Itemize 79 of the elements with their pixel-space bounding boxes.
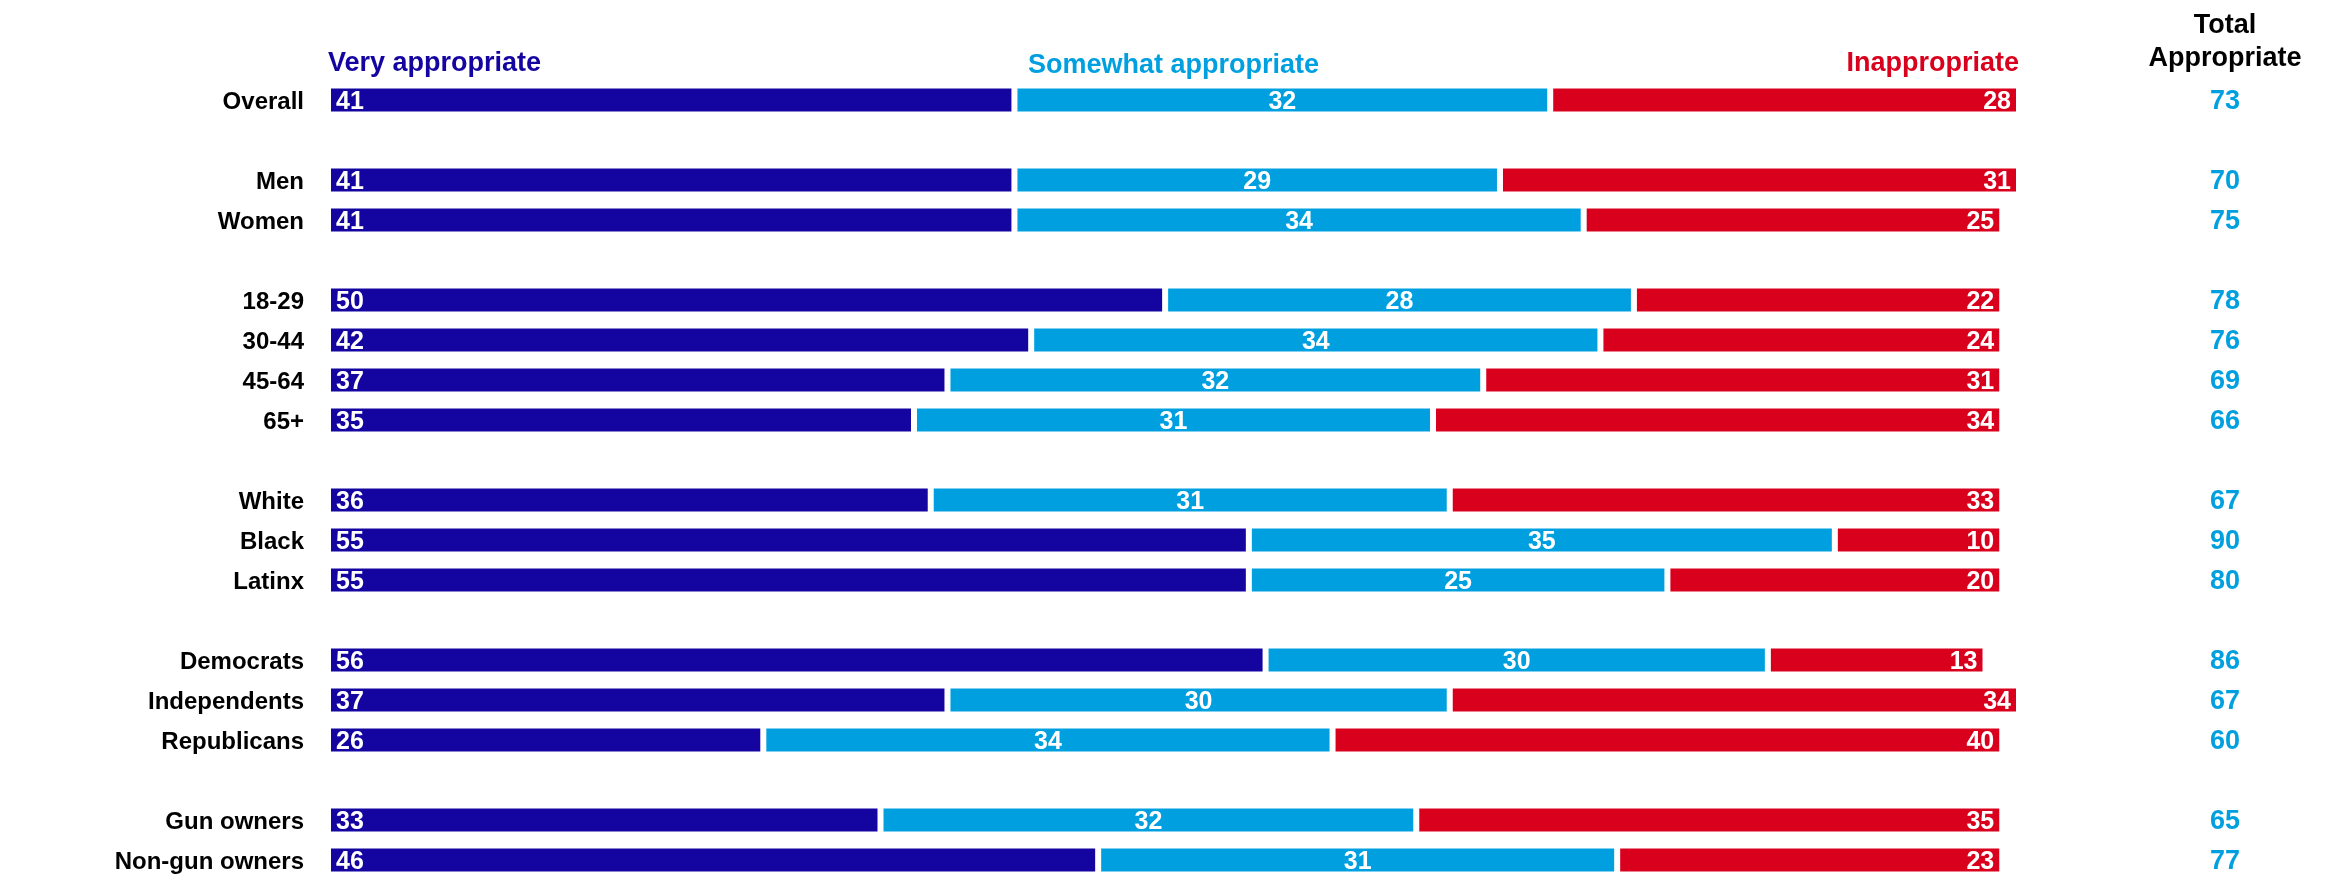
- data-label: 34: [1983, 686, 2012, 714]
- data-label: 31: [1983, 166, 2012, 194]
- text: 80: [2208, 564, 2241, 596]
- data-label: 55: [336, 526, 364, 554]
- y-tick-label: 30-44: [242, 326, 305, 354]
- series-label: Inappropriate: [1846, 46, 2020, 77]
- y-tick-label: Non-gun owners: [114, 846, 304, 874]
- text: 77: [2208, 844, 2241, 876]
- data-label: 24: [1966, 326, 1995, 354]
- data-label: 42: [336, 326, 364, 354]
- data-label: 37: [336, 686, 364, 714]
- y-tick-label: Black: [239, 526, 305, 554]
- data-label: 37: [336, 366, 364, 394]
- y-tick-label: Democrats: [179, 646, 304, 674]
- data-label: 35: [336, 406, 364, 434]
- data-label: 29: [1243, 166, 1272, 194]
- data-label: 32: [1201, 366, 1230, 394]
- data-label: 34: [1285, 206, 1314, 234]
- text: Total Appropriate: [2147, 8, 2303, 74]
- y-tick-label: Men: [256, 166, 304, 194]
- text: 60: [2208, 724, 2241, 756]
- text: 73: [2208, 84, 2241, 116]
- data-label: 41: [336, 206, 364, 234]
- data-label: 31: [1966, 366, 1995, 394]
- data-label: 34: [1301, 326, 1330, 354]
- data-label: 56: [336, 646, 364, 674]
- data-label: 28: [1983, 86, 2012, 114]
- text: 86: [2208, 644, 2241, 676]
- data-label: 32: [1268, 86, 1297, 114]
- data-label: 41: [336, 166, 364, 194]
- y-tick-label: Republicans: [161, 726, 304, 754]
- y-tick-label: Independents: [147, 686, 304, 714]
- y-tick-label: Overall: [222, 86, 304, 114]
- data-label: 50: [336, 286, 364, 314]
- data-label: 26: [336, 726, 364, 754]
- data-label: 55: [336, 566, 364, 594]
- data-label: 35: [1527, 526, 1556, 554]
- data-label: 20: [1966, 566, 1995, 594]
- text: 90: [2208, 524, 2241, 556]
- data-label: 32: [1134, 806, 1163, 834]
- data-label: 31: [1343, 846, 1372, 874]
- data-label: 25: [1444, 566, 1473, 594]
- data-label: 46: [336, 846, 364, 874]
- data-label: 25: [1966, 206, 1995, 234]
- y-tick-label: 45-64: [242, 366, 305, 394]
- text: 69: [2208, 364, 2241, 396]
- data-label: 13: [1949, 646, 1978, 674]
- data-label: 33: [336, 806, 364, 834]
- text: 67: [2208, 684, 2241, 716]
- data-label: 36: [336, 486, 364, 514]
- data-label: 22: [1966, 286, 1995, 314]
- data-label: 40: [1966, 726, 1995, 754]
- data-label: 23: [1966, 846, 1995, 874]
- data-label: 35: [1966, 806, 1995, 834]
- text: 75: [2208, 204, 2241, 236]
- y-tick-label: 65+: [263, 406, 304, 434]
- y-tick-label: 18-29: [242, 286, 304, 314]
- text: 67: [2208, 484, 2241, 516]
- series-label: Somewhat appropriate: [1027, 49, 1320, 79]
- data-label: 34: [1034, 726, 1062, 754]
- series-label: Very appropriate: [328, 46, 542, 77]
- text: 65: [2208, 804, 2241, 836]
- data-label: 28: [1385, 286, 1414, 314]
- y-tick-label: Women: [217, 206, 304, 234]
- y-tick-label: White: [238, 486, 304, 514]
- data-label: 30: [1184, 686, 1213, 714]
- data-label: 30: [1502, 646, 1531, 674]
- data-label: 31: [1159, 406, 1188, 434]
- text: 66: [2208, 404, 2241, 436]
- data-label: 10: [1966, 526, 1995, 554]
- text: 70: [2208, 164, 2241, 196]
- data-label: 31: [1176, 486, 1205, 514]
- text: 76: [2208, 324, 2241, 356]
- data-label: 41: [336, 86, 364, 114]
- y-tick-label: Latinx: [233, 566, 305, 594]
- text: 78: [2208, 284, 2241, 316]
- data-label: 34: [1966, 406, 1995, 434]
- y-tick-label: Gun owners: [165, 806, 304, 834]
- data-label: 33: [1966, 486, 1995, 514]
